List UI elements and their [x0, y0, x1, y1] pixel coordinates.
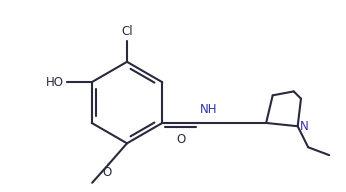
Text: Cl: Cl [121, 25, 133, 38]
Text: HO: HO [46, 76, 64, 89]
Text: N: N [300, 120, 309, 133]
Text: NH: NH [200, 103, 218, 116]
Text: O: O [176, 133, 185, 146]
Text: O: O [102, 166, 111, 179]
